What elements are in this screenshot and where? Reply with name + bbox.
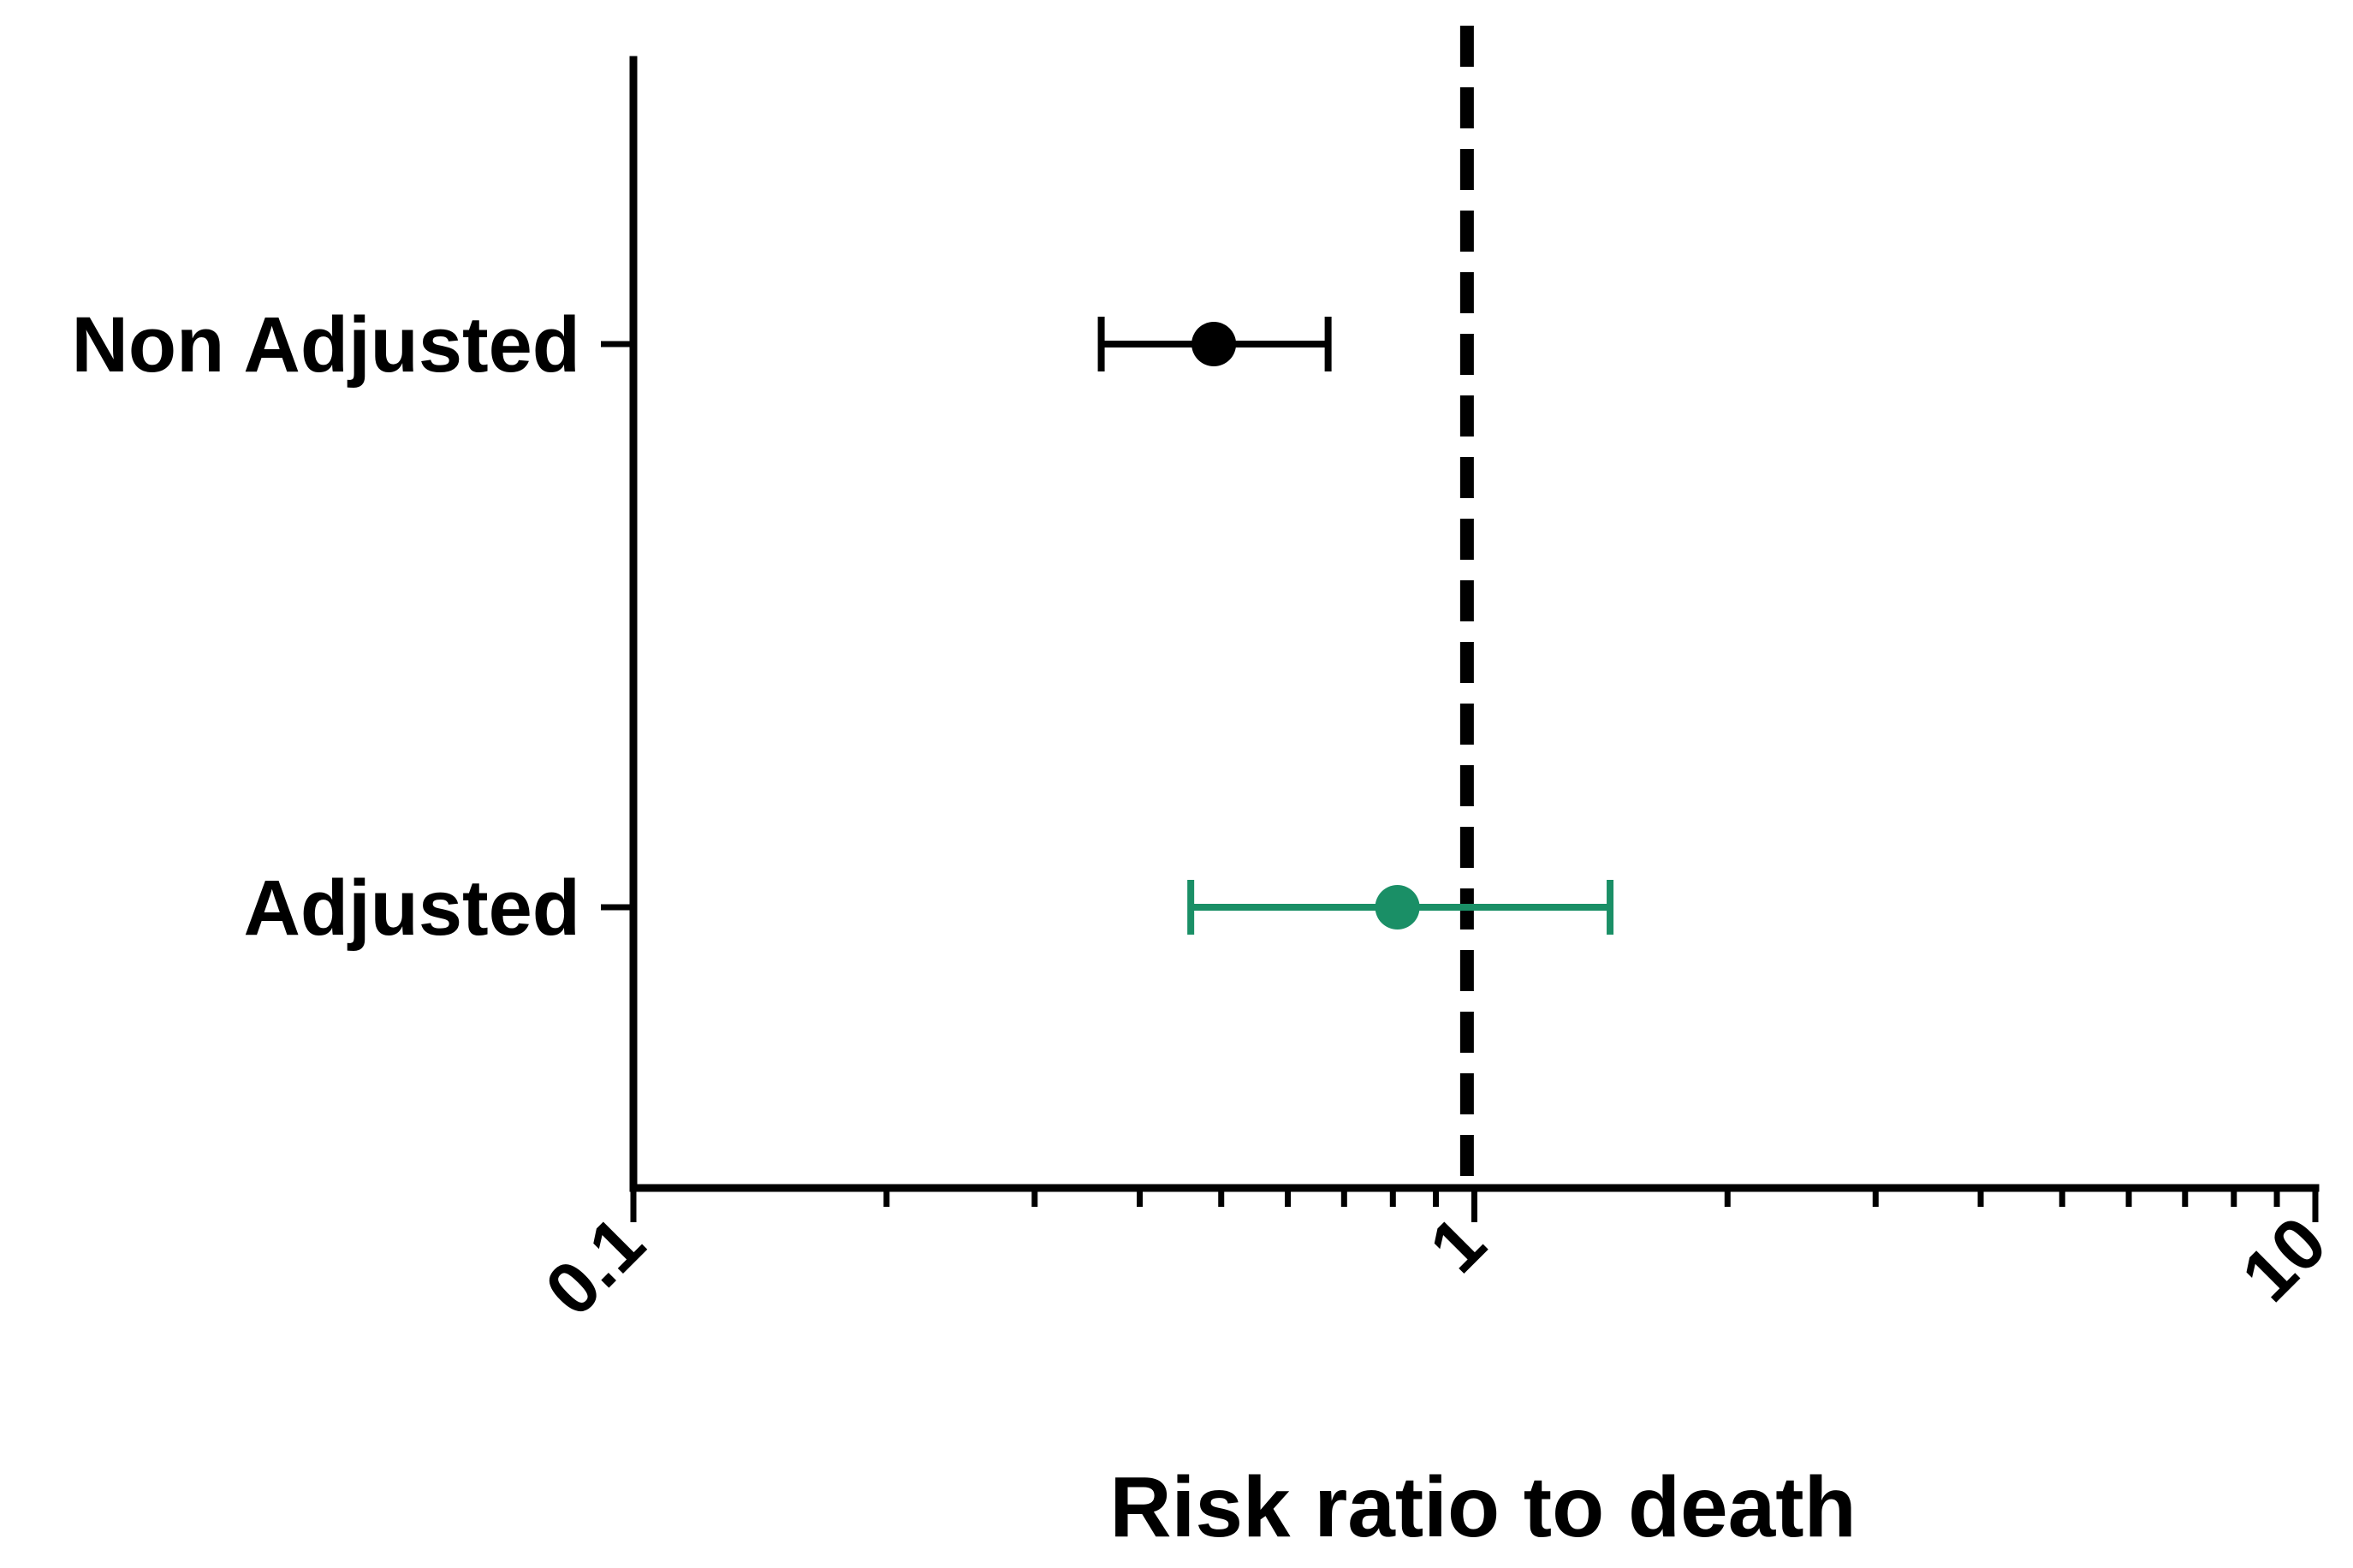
y-category-label: Adjusted bbox=[243, 864, 580, 952]
forest-row bbox=[1097, 317, 1332, 371]
point-estimate bbox=[1191, 322, 1237, 366]
forest-row bbox=[1187, 880, 1614, 935]
x-tick-label: 1 bbox=[1414, 1202, 1501, 1289]
y-category-labels: Non Adjusted Adjusted bbox=[71, 301, 580, 952]
y-category-ticks bbox=[601, 341, 633, 911]
x-tick-label: 10 bbox=[2226, 1202, 2343, 1318]
data-points bbox=[1097, 317, 1614, 935]
x-tick-labels: 0.1 1 10 bbox=[530, 1202, 2342, 1332]
x-axis-title: Risk ratio to death bbox=[1109, 1459, 1856, 1555]
x-tick-label: 0.1 bbox=[530, 1202, 660, 1332]
point-estimate bbox=[1375, 885, 1420, 930]
x-major-ticks bbox=[630, 1188, 2319, 1222]
y-category-label: Non Adjusted bbox=[71, 301, 580, 389]
